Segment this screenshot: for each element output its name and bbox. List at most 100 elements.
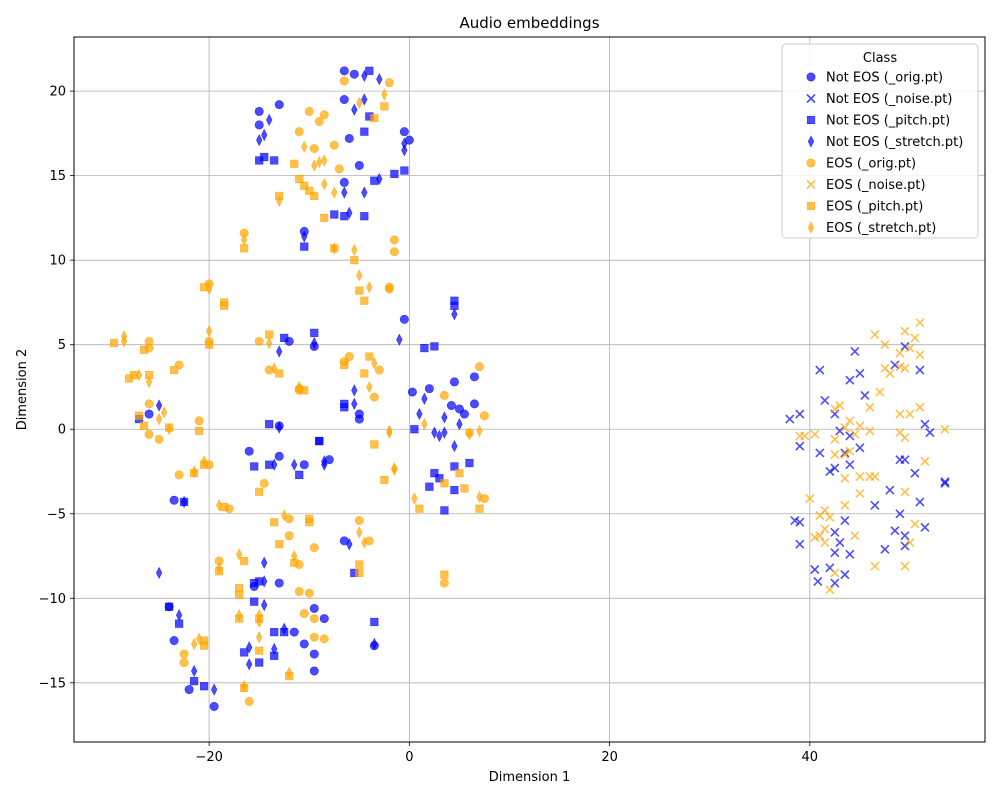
data-point bbox=[135, 368, 143, 382]
data-point bbox=[875, 387, 885, 397]
data-point bbox=[371, 357, 378, 370]
data-point bbox=[474, 362, 484, 372]
data-point bbox=[431, 426, 438, 439]
data-point bbox=[276, 345, 283, 358]
data-point bbox=[425, 482, 434, 491]
data-point bbox=[900, 326, 910, 336]
data-point bbox=[261, 575, 268, 588]
data-points bbox=[109, 66, 950, 711]
data-point bbox=[815, 365, 825, 375]
data-point bbox=[339, 177, 349, 187]
data-point bbox=[139, 421, 149, 430]
data-point bbox=[289, 627, 299, 637]
data-point bbox=[309, 632, 319, 642]
data-point bbox=[250, 597, 259, 606]
data-point bbox=[399, 314, 409, 324]
data-point bbox=[885, 485, 895, 495]
data-point bbox=[300, 181, 309, 190]
data-point bbox=[360, 369, 369, 378]
data-point bbox=[195, 426, 204, 436]
data-point bbox=[310, 328, 319, 337]
data-point bbox=[144, 429, 154, 439]
data-point bbox=[795, 409, 805, 419]
data-point bbox=[169, 636, 179, 646]
data-point bbox=[295, 174, 304, 184]
data-point bbox=[421, 392, 428, 405]
data-point bbox=[319, 614, 329, 624]
data-point bbox=[194, 416, 204, 426]
legend-marker bbox=[807, 221, 815, 234]
data-point bbox=[440, 506, 449, 515]
data-point bbox=[441, 411, 448, 424]
data-point bbox=[810, 532, 820, 542]
data-point bbox=[430, 342, 439, 351]
data-point bbox=[211, 683, 218, 696]
data-point bbox=[361, 536, 368, 549]
data-point bbox=[330, 210, 339, 219]
data-point bbox=[390, 169, 399, 179]
x-axis-label: Dimension 1 bbox=[489, 770, 571, 785]
data-point bbox=[255, 487, 264, 496]
data-point bbox=[361, 186, 368, 199]
data-point bbox=[840, 500, 850, 510]
data-point bbox=[201, 455, 208, 468]
data-point bbox=[835, 400, 845, 411]
data-point bbox=[354, 160, 364, 170]
data-point bbox=[190, 664, 198, 678]
data-point bbox=[294, 127, 304, 137]
data-point bbox=[845, 446, 855, 456]
data-point bbox=[270, 518, 279, 527]
data-point bbox=[179, 658, 189, 668]
data-point bbox=[261, 556, 268, 569]
data-point bbox=[341, 186, 348, 199]
data-point bbox=[315, 436, 324, 446]
data-point bbox=[855, 472, 865, 482]
data-point bbox=[381, 88, 388, 101]
data-point bbox=[124, 374, 134, 383]
y-tick-label: 10 bbox=[49, 254, 66, 269]
data-point bbox=[190, 677, 199, 686]
legend-box bbox=[781, 43, 979, 239]
data-point bbox=[820, 537, 830, 548]
data-point bbox=[301, 140, 308, 154]
data-point bbox=[355, 568, 364, 578]
data-point bbox=[940, 478, 950, 488]
data-point bbox=[855, 488, 865, 499]
legend-marker bbox=[806, 201, 816, 211]
data-point bbox=[281, 509, 288, 522]
data-point bbox=[309, 666, 319, 676]
data-point bbox=[940, 477, 950, 487]
data-point bbox=[380, 475, 389, 485]
data-point bbox=[314, 117, 324, 127]
data-point bbox=[304, 106, 314, 116]
data-point bbox=[271, 458, 278, 471]
data-point bbox=[255, 646, 264, 655]
data-point bbox=[209, 701, 219, 711]
data-point bbox=[900, 341, 910, 351]
data-point bbox=[371, 637, 378, 651]
data-point bbox=[321, 154, 328, 167]
data-point bbox=[261, 128, 268, 142]
data-point bbox=[925, 428, 935, 438]
data-point bbox=[810, 429, 820, 439]
data-point bbox=[271, 362, 278, 375]
data-point bbox=[190, 465, 198, 478]
data-point bbox=[165, 423, 173, 436]
data-point bbox=[356, 526, 363, 539]
data-point bbox=[785, 414, 795, 424]
data-point bbox=[366, 281, 373, 294]
data-point bbox=[170, 365, 179, 375]
legend-entry-label: Not EOS (_orig.pt) bbox=[826, 71, 943, 86]
data-point bbox=[200, 682, 209, 691]
data-point bbox=[296, 380, 303, 394]
data-point bbox=[270, 628, 279, 637]
data-point bbox=[206, 325, 213, 338]
x-tick-label: −20 bbox=[195, 750, 222, 765]
data-point bbox=[356, 96, 363, 110]
data-point bbox=[424, 384, 434, 394]
data-point bbox=[299, 609, 309, 619]
data-point bbox=[244, 446, 254, 456]
data-point bbox=[349, 69, 359, 79]
data-point bbox=[915, 497, 925, 507]
data-point bbox=[145, 375, 153, 389]
